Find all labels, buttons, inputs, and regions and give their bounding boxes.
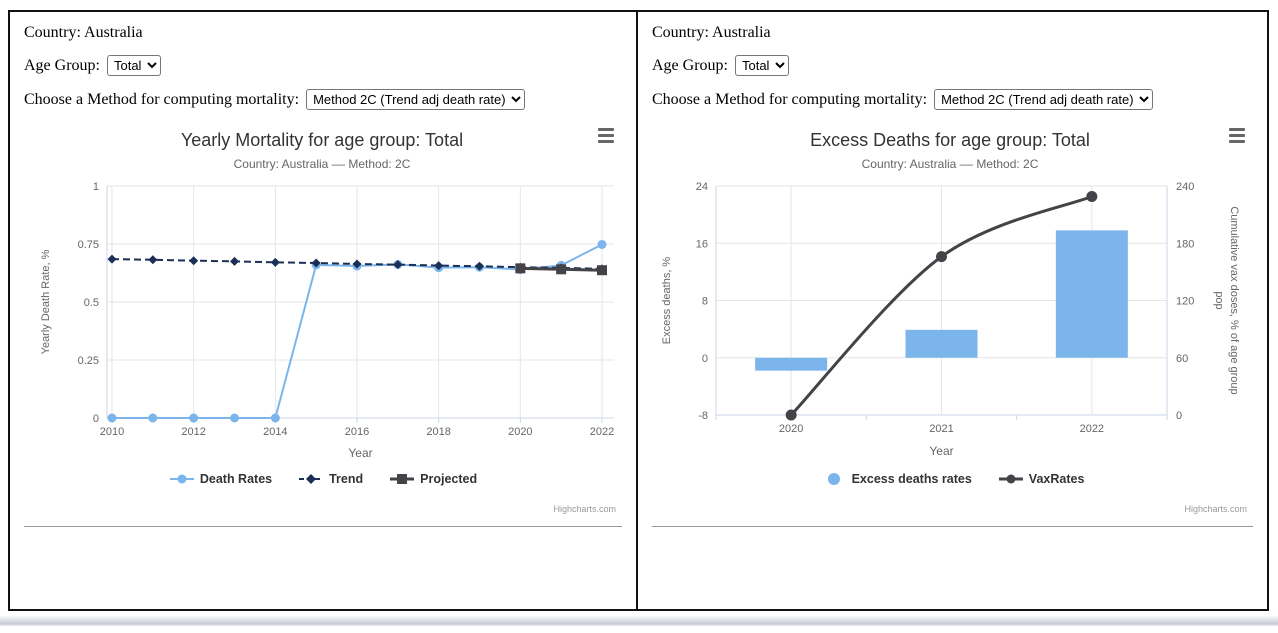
age-group-label: Age Group: bbox=[652, 56, 728, 74]
svg-text:2020: 2020 bbox=[779, 423, 803, 435]
country-label: Country: Australia bbox=[24, 24, 143, 41]
svg-text:120: 120 bbox=[1176, 296, 1194, 308]
legend-marker-icon bbox=[299, 474, 324, 484]
chart-subtitle: Country: Australia –– Method: 2C bbox=[234, 157, 411, 171]
svg-text:2022: 2022 bbox=[1080, 423, 1104, 435]
divider bbox=[652, 526, 1253, 527]
divider bbox=[24, 526, 622, 527]
legend-label: VaxRates bbox=[1028, 472, 1085, 486]
legend-item-trend[interactable]: Trend bbox=[298, 472, 363, 486]
chart-yearly-mortality: Yearly Mortality for age group: Total Cou… bbox=[22, 116, 624, 516]
svg-text:2020: 2020 bbox=[508, 426, 532, 438]
legend-marker-icon bbox=[998, 474, 1023, 484]
panel-excess-deaths: Country: Australia Age Group: Total Choo… bbox=[636, 10, 1269, 611]
method-label: Choose a Method for computing mortality: bbox=[24, 90, 300, 108]
svg-text:16: 16 bbox=[696, 238, 708, 250]
svg-text:2012: 2012 bbox=[181, 426, 205, 438]
legend-label: Death Rates bbox=[199, 472, 273, 486]
svg-text:2022: 2022 bbox=[590, 426, 614, 438]
y-axis-left-labels: -8 0 8 16 24 bbox=[696, 181, 708, 422]
method-select[interactable]: Method 2C (Trend adj death rate) bbox=[306, 89, 526, 110]
svg-text:2016: 2016 bbox=[345, 426, 369, 438]
chart-title: Yearly Mortality for age group: Total bbox=[181, 130, 463, 150]
y-axis-right-title-line2: pop bbox=[1213, 291, 1225, 309]
svg-text:2021: 2021 bbox=[929, 423, 953, 435]
method-label: Choose a Method for computing mortality: bbox=[652, 90, 928, 108]
legend-item-projected[interactable]: Projected bbox=[389, 472, 477, 486]
svg-text:0.75: 0.75 bbox=[78, 239, 99, 251]
svg-text:1: 1 bbox=[93, 181, 99, 193]
svg-text:-8: -8 bbox=[698, 410, 708, 422]
legend-label: Excess deaths rates bbox=[851, 472, 972, 486]
bottom-scroll-shadow bbox=[0, 615, 1278, 626]
chart-legend: Excess deaths rates VaxRates bbox=[650, 472, 1255, 486]
age-group-label: Age Group: bbox=[24, 56, 100, 74]
svg-text:180: 180 bbox=[1176, 238, 1194, 250]
series-excess-deaths-bars bbox=[755, 230, 1128, 371]
svg-text:0: 0 bbox=[702, 353, 708, 365]
dashboard: Country: Australia Age Group: Total Choo… bbox=[8, 10, 1269, 611]
y-axis-labels: 0 0.25 0.5 0.75 1 bbox=[78, 181, 99, 425]
svg-text:0.25: 0.25 bbox=[78, 355, 99, 367]
legend-item-vaxrates[interactable]: VaxRates bbox=[998, 472, 1085, 486]
legend-item-excess-deaths-rates[interactable]: Excess deaths rates bbox=[821, 472, 972, 486]
chart-menu-icon[interactable] bbox=[598, 128, 614, 146]
chart-excess-deaths: Excess Deaths for age group: Total Countr… bbox=[650, 116, 1255, 516]
method-select[interactable]: Method 2C (Trend adj death rate) bbox=[934, 89, 1154, 110]
svg-text:0: 0 bbox=[1176, 410, 1182, 422]
series-vaxrates-line bbox=[785, 190, 1098, 421]
legend-marker-icon bbox=[827, 473, 840, 485]
country-label: Country: Australia bbox=[652, 24, 771, 41]
series-projected bbox=[515, 263, 607, 276]
legend-label: Trend bbox=[329, 472, 364, 486]
y-axis-right-title: Cumulative vax doses, % of age group bbox=[1228, 206, 1240, 394]
highcharts-credit[interactable]: Highcharts.com bbox=[1184, 504, 1247, 514]
x-axis-labels: 2010 2012 2014 2016 2018 2020 2022 bbox=[100, 426, 614, 438]
age-group-select[interactable]: Total bbox=[734, 55, 789, 76]
svg-text:2014: 2014 bbox=[263, 426, 287, 438]
y-axis-right-labels: 0 60 120 180 240 bbox=[1176, 181, 1194, 422]
legend-item-death-rates[interactable]: Death Rates bbox=[169, 472, 272, 486]
legend-marker-icon bbox=[169, 474, 194, 484]
svg-text:0.5: 0.5 bbox=[84, 297, 99, 309]
svg-text:8: 8 bbox=[702, 296, 708, 308]
excess-deaths-chart-canvas: Excess Deaths for age group: Total Countr… bbox=[661, 130, 1240, 458]
x-axis-labels: 2020 2021 2022 bbox=[779, 423, 1104, 435]
legend-label: Projected bbox=[420, 472, 478, 486]
chart-menu-icon[interactable] bbox=[1229, 128, 1245, 146]
gridlines bbox=[107, 185, 614, 419]
svg-text:60: 60 bbox=[1176, 353, 1188, 365]
x-axis-title: Year bbox=[348, 446, 372, 460]
x-axis-title: Year bbox=[929, 444, 953, 458]
highcharts-credit[interactable]: Highcharts.com bbox=[553, 504, 616, 514]
chart-title: Excess Deaths for age group: Total bbox=[810, 130, 1090, 150]
mortality-chart-canvas: Yearly Mortality for age group: Total Cou… bbox=[40, 130, 614, 460]
y-axis-left-title: Excess deaths, % bbox=[661, 257, 673, 345]
svg-text:2010: 2010 bbox=[100, 426, 124, 438]
panel-yearly-mortality: Country: Australia Age Group: Total Choo… bbox=[8, 10, 638, 611]
age-group-select[interactable]: Total bbox=[106, 55, 161, 76]
svg-text:0: 0 bbox=[93, 413, 99, 425]
svg-text:2018: 2018 bbox=[426, 426, 450, 438]
y-axis-title: Yearly Death Rate, % bbox=[40, 249, 52, 354]
svg-text:24: 24 bbox=[696, 181, 708, 193]
chart-subtitle: Country: Australia –– Method: 2C bbox=[862, 157, 1039, 171]
axes bbox=[106, 186, 614, 423]
chart-legend: Death Rates Trend Projected bbox=[22, 472, 624, 486]
svg-text:240: 240 bbox=[1176, 181, 1194, 193]
legend-marker-icon bbox=[390, 474, 415, 484]
